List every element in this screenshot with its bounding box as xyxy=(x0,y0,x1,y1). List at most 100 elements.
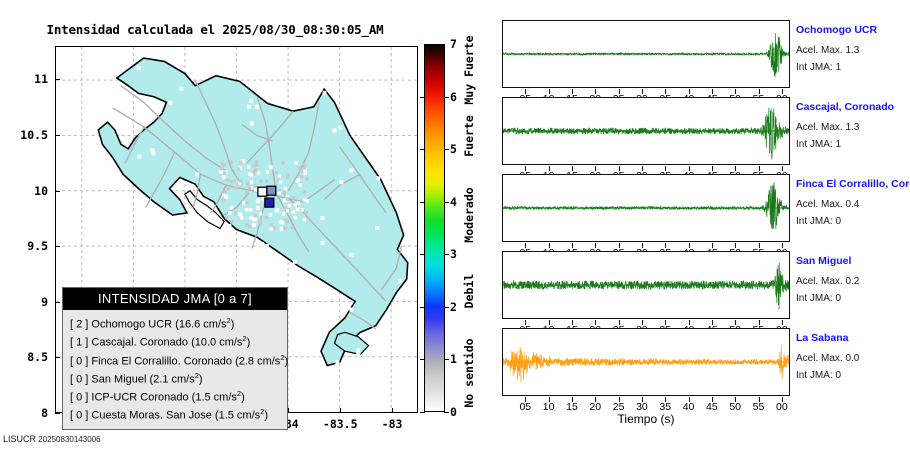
legend-entry-station: Finca El Corralillo. Coronado xyxy=(88,355,233,368)
map-y-tickmark xyxy=(55,357,60,359)
station-markers xyxy=(257,185,277,208)
time-tickmark xyxy=(595,166,597,171)
footer-prefix: LISUCR xyxy=(3,434,37,444)
legend-header: INTENSIDAD JMA [0 a 7] xyxy=(63,288,287,310)
time-tick-label: 05 xyxy=(519,401,532,413)
time-tickmark xyxy=(571,397,573,402)
seismogram-rows: 05 10 15 20 25 30 35 40 45 50 55 00 Ochomogo UCR Acel… xyxy=(470,0,910,460)
footer-stamp: LISUCR 20250830143006 xyxy=(3,434,101,444)
landmass-group xyxy=(97,57,409,367)
station-jma-intensity: Int JMA: 0 xyxy=(796,293,842,304)
intensity-legend: INTENSIDAD JMA [0 a 7] [ 2 ] Ochomogo UC… xyxy=(62,287,288,430)
time-tickmark xyxy=(781,243,783,248)
time-tick-label: 35 xyxy=(659,401,672,413)
marker-blue xyxy=(264,197,275,208)
time-tickmark xyxy=(548,166,550,171)
time-tickmark xyxy=(758,89,760,94)
station-max-acceleration: Acel. Max. 1.3 xyxy=(796,45,860,56)
map-y-tickmark xyxy=(55,301,60,303)
colorbar-tick-label: 6 xyxy=(450,89,457,104)
time-tickmark xyxy=(618,397,620,402)
seismogram-row: 051015202530354045505500San MiguelAcel. … xyxy=(470,251,910,339)
seismogram-row: 051015202530354045505500Cascajal, Corona… xyxy=(470,97,910,185)
map-y-tickmark xyxy=(55,190,60,192)
legend-entry: [ 2 ] Ochomogo UCR (16.6 cm/s2) xyxy=(70,314,287,332)
colorbar-tickmark xyxy=(420,306,425,308)
time-tickmark xyxy=(641,243,643,248)
time-tick-label: 40 xyxy=(682,401,695,413)
legend-entry: [ 0 ] Finca El Corralillo. Coronado (2.8… xyxy=(70,351,289,369)
colorbar-tick-label: 1 xyxy=(450,352,457,367)
time-tickmark xyxy=(711,243,713,248)
time-tickmark xyxy=(641,89,643,94)
colorbar-tickmark xyxy=(444,149,449,151)
colorbar-tick-label: 5 xyxy=(450,142,457,157)
time-tickmark xyxy=(641,397,643,402)
legend-entry-station: Cuesta Moras. San Jose xyxy=(88,409,212,422)
time-tick-label: 30 xyxy=(636,401,648,413)
station-jma-intensity: Int JMA: 1 xyxy=(796,62,842,73)
colorbar-tick-label: 0 xyxy=(450,405,457,419)
legend-entry: [ 0 ] San Miguel (2.1 cm/s2) xyxy=(70,369,287,387)
map-y-tick-label: 10 xyxy=(34,183,48,198)
legend-entry-close: ) xyxy=(241,391,245,404)
map-x-tick-label: -83.5 xyxy=(322,417,358,431)
time-tickmark xyxy=(525,320,527,325)
time-tickmark xyxy=(711,166,713,171)
time-tickmark xyxy=(571,243,573,248)
legend-unit-exponent: 2 xyxy=(236,389,242,398)
station-max-acceleration: Acel. Max. 0.4 xyxy=(796,199,860,210)
legend-entry-close: ) xyxy=(246,336,251,349)
seismogram-trace xyxy=(502,174,790,242)
colorbar-tick-label: 3 xyxy=(450,247,457,262)
time-tick-label: 50 xyxy=(729,401,742,413)
time-tickmark xyxy=(688,243,690,248)
time-tickmark xyxy=(571,166,573,171)
time-tick-label: 55 xyxy=(752,401,765,413)
time-tickmark xyxy=(711,89,713,94)
legend-entry-close: ) xyxy=(198,373,203,386)
seismogram-time-axis: 05 10 15 20 25 30 35 40 45 50 55 00 xyxy=(502,397,790,414)
station-max-acceleration: Acel. Max. 0.0 xyxy=(796,353,860,364)
legend-entry-accel: (1.5 cm/s xyxy=(188,391,237,404)
time-tickmark xyxy=(571,89,573,94)
map-y-tick-label: 9 xyxy=(41,294,48,309)
time-tickmark xyxy=(641,320,643,325)
legend-entry-station: Cascajal. Coronado xyxy=(88,336,189,349)
intensity-colorbar xyxy=(420,44,449,413)
legend-entry-index: [ 2 ] xyxy=(70,318,89,331)
legend-entry-close: ) xyxy=(264,409,268,422)
legend-entry-index: [ 0 ] xyxy=(70,409,89,422)
map-y-tickmark xyxy=(55,413,60,414)
station-max-acceleration: Acel. Max. 1.3 xyxy=(796,122,860,133)
time-tickmark xyxy=(688,89,690,94)
colorbar-tickmark xyxy=(444,201,449,203)
colorbar-tickmark xyxy=(444,306,449,308)
time-tickmark xyxy=(618,166,620,171)
time-tickmark xyxy=(735,89,737,94)
time-tickmark xyxy=(665,397,667,402)
station-jma-intensity: Int JMA: 0 xyxy=(796,216,842,227)
legend-entry-index: [ 0 ] xyxy=(70,355,89,368)
time-tickmark xyxy=(595,89,597,94)
time-tickmark xyxy=(735,397,737,402)
station-max-acceleration: Acel. Max. 0.2 xyxy=(796,276,860,287)
time-tick-label: 45 xyxy=(706,401,718,413)
station-name: San Miguel xyxy=(796,255,852,267)
map-y-tick-label: 8 xyxy=(41,406,48,420)
legend-entry-close: ) xyxy=(284,355,289,368)
colorbar-tickmark xyxy=(420,254,425,256)
time-tickmark xyxy=(641,166,643,171)
time-tickmark xyxy=(758,166,760,171)
colorbar-tickmark xyxy=(444,412,449,413)
colorbar-tickmark xyxy=(420,201,425,203)
legend-entry-index: [ 0 ] xyxy=(70,391,89,404)
legend-unit-exponent: 2 xyxy=(280,352,285,362)
time-tick-label: 10 xyxy=(542,401,555,413)
seismogram-trace xyxy=(502,97,790,165)
seismogram-trace xyxy=(502,251,790,319)
time-tick-label: 25 xyxy=(612,401,625,413)
station-name: Cascajal, Coronado xyxy=(796,101,895,113)
colorbar-tickmark xyxy=(444,359,449,361)
